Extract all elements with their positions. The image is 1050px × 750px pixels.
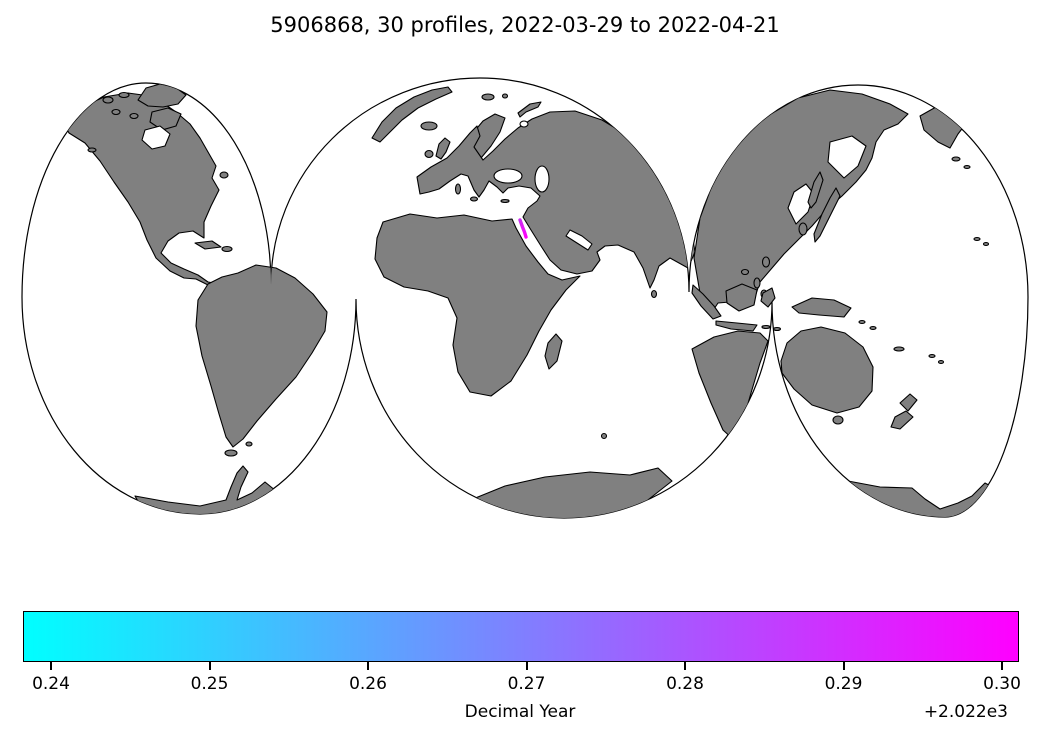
float-trajectory xyxy=(518,218,528,239)
borneo xyxy=(725,283,758,312)
greenland-icon xyxy=(137,83,187,108)
hudson-bay xyxy=(141,125,171,150)
colorbar-tick xyxy=(50,662,52,670)
south-america xyxy=(195,264,328,448)
white-sea xyxy=(519,120,529,128)
sea-of-japan xyxy=(787,183,815,225)
colorbar xyxy=(23,611,1019,662)
java xyxy=(715,320,758,332)
iceland-icon xyxy=(420,121,438,131)
colorbar-tick-label: 0.24 xyxy=(32,674,70,694)
colorbar-tick xyxy=(684,662,686,670)
colorbar-tick xyxy=(367,662,369,670)
colorbar-tick-label: 0.29 xyxy=(824,674,863,694)
colorbar-tick-label: 0.27 xyxy=(507,674,546,694)
black-sea xyxy=(493,168,523,184)
sakhalin xyxy=(807,171,824,209)
hainan xyxy=(740,268,750,276)
colorbar-tick-label: 0.25 xyxy=(190,674,229,694)
colorbar-tick xyxy=(208,662,211,670)
australia-west-sliver xyxy=(691,330,769,442)
arctic-islands xyxy=(102,91,139,120)
colorbar-tick xyxy=(525,662,528,670)
caribbean-islands xyxy=(194,240,233,253)
corsica-sardinia xyxy=(454,183,462,195)
colorbar-tick xyxy=(842,662,845,670)
japan xyxy=(813,187,841,243)
eurasia xyxy=(416,110,696,289)
pacific-islands xyxy=(893,156,990,365)
figure-title: 5906868, 30 profiles, 2022-03-29 to 2022… xyxy=(270,13,780,37)
north-america xyxy=(63,92,231,288)
sumatra xyxy=(691,284,722,320)
korea xyxy=(798,222,808,236)
inland-seas xyxy=(141,120,867,251)
svalbard-islands xyxy=(481,93,509,101)
new-zealand xyxy=(890,393,918,430)
colorbar-axis-label: Decimal Year xyxy=(464,702,576,722)
colorbar-tick-label: 0.30 xyxy=(983,674,1021,694)
kerguelen-island xyxy=(600,432,608,440)
lesser-sunda-islands xyxy=(761,324,782,332)
colorbar-offset-text: +2.022e3 xyxy=(923,702,1008,722)
sulawesi xyxy=(760,287,776,308)
newfoundland-island xyxy=(219,171,229,179)
australia xyxy=(780,326,874,414)
persian-gulf xyxy=(565,229,593,251)
antarctica-center xyxy=(467,467,673,518)
baffin-island xyxy=(149,107,182,131)
tasmania xyxy=(832,415,844,425)
colorbar-tick-label: 0.26 xyxy=(349,674,387,694)
caspian-sea xyxy=(534,165,550,193)
novaya-zemlya xyxy=(517,101,542,118)
sea-of-okhotsk xyxy=(827,135,867,179)
colorbar-tick-label: 0.28 xyxy=(666,674,704,694)
sicily xyxy=(469,196,479,202)
solomon-islands xyxy=(858,319,877,331)
sri-lanka xyxy=(650,289,658,299)
greenland-east xyxy=(371,86,453,143)
british-isles xyxy=(424,137,451,160)
colorbar-tick xyxy=(1001,662,1003,670)
tierra-del-fuego-islands xyxy=(224,441,253,457)
madagascar xyxy=(544,333,563,370)
taiwan xyxy=(761,256,771,268)
crete xyxy=(500,198,510,204)
vancouver-island xyxy=(87,147,97,153)
new-guinea xyxy=(791,297,852,318)
africa xyxy=(374,213,581,397)
